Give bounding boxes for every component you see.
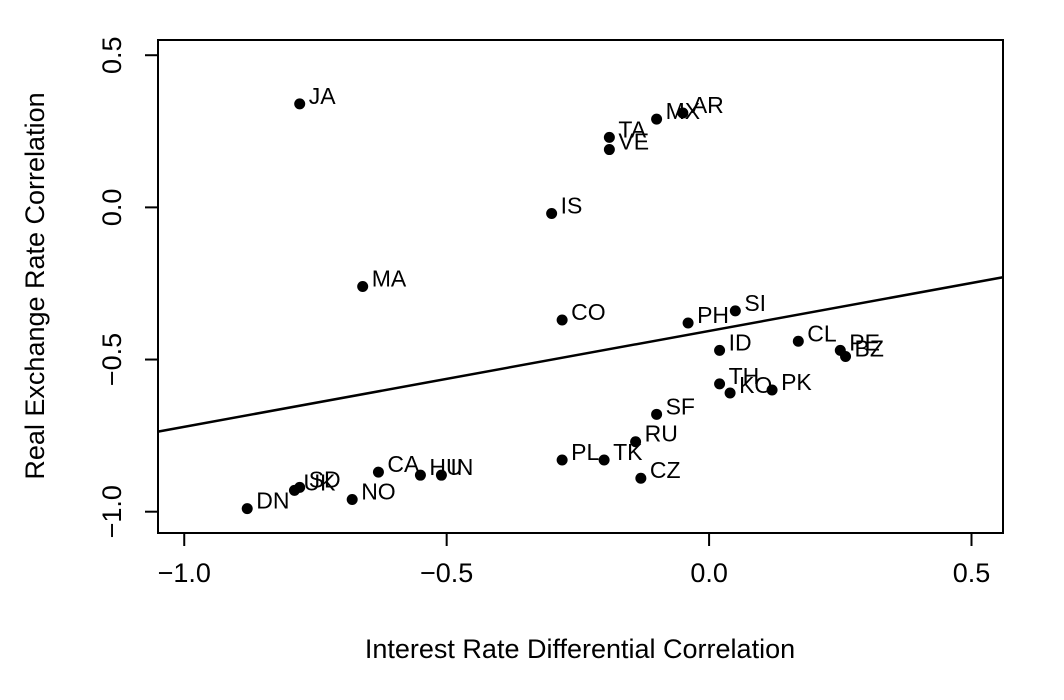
data-point [346,494,358,506]
data-point-label: DN [256,488,289,514]
data-point-label: AR [692,92,724,118]
plot-box [157,39,1004,534]
data-point [598,454,610,466]
data-point-label: SD [309,466,341,492]
y-axis-title: Real Exchange Rate Correlation [20,92,50,479]
data-point-label: BZ [855,335,884,361]
x-tick-label: −1.0 [158,558,211,588]
data-point-label: TK [613,439,643,465]
data-point [241,503,253,515]
data-point [556,314,568,326]
y-tick-label: −0.5 [97,333,127,386]
data-point-label: PH [697,302,729,328]
data-point [603,144,615,156]
data-point [682,317,694,329]
data-point [840,350,852,362]
plot-area: −1.0−0.50.00.5−1.0−0.50.00.5JAMXARTAVEIS… [97,36,1004,588]
data-point [724,387,736,399]
data-point-label: CL [807,320,837,346]
data-point [729,305,741,317]
data-point [714,344,726,356]
data-point [556,454,568,466]
data-point-label: RU [645,421,678,447]
y-tick-label: 0.5 [97,36,127,74]
data-point [372,466,384,478]
data-point-label: TA [618,116,646,142]
data-point-label: NO [361,479,396,505]
x-tick-label: −0.5 [420,558,473,588]
data-point [677,107,689,119]
y-tick-label: 0.0 [97,189,127,227]
data-point [294,481,306,493]
regression-line [157,276,1004,433]
data-point-label: IS [561,192,583,218]
data-point-label: CA [387,451,420,477]
data-point-label: VE [618,129,649,155]
data-point [294,98,306,110]
data-point-label: PK [781,369,812,395]
x-axis-title: Interest Rate Differential Correlation [365,634,795,664]
x-tick-label: 0.0 [690,558,728,588]
data-point [766,384,778,396]
data-point [414,469,426,481]
data-point [630,436,642,448]
data-point-label: PE [849,329,880,355]
data-point [635,472,647,484]
data-point-label: KO [739,372,772,398]
x-tick-label: 0.5 [953,558,991,588]
data-point-label: UK [303,469,336,495]
data-point [435,469,447,481]
data-point-label: SI [744,290,766,316]
data-point [357,281,369,292]
data-point [651,113,663,125]
data-point [792,335,804,347]
data-point-label: SF [666,393,695,419]
data-point-label: PL [571,439,599,465]
data-point [603,131,615,143]
data-point [651,408,663,420]
data-point-label: CZ [650,457,681,483]
data-point [714,378,726,390]
data-point-label: IN [450,454,473,480]
data-point-label: MA [372,266,407,292]
y-tick-label: −1.0 [97,485,127,538]
data-point-label: JA [309,83,337,109]
data-point-label: TH [729,363,760,389]
data-point [546,207,558,219]
data-point-label: ID [729,329,752,355]
data-point-label: CO [571,299,606,325]
